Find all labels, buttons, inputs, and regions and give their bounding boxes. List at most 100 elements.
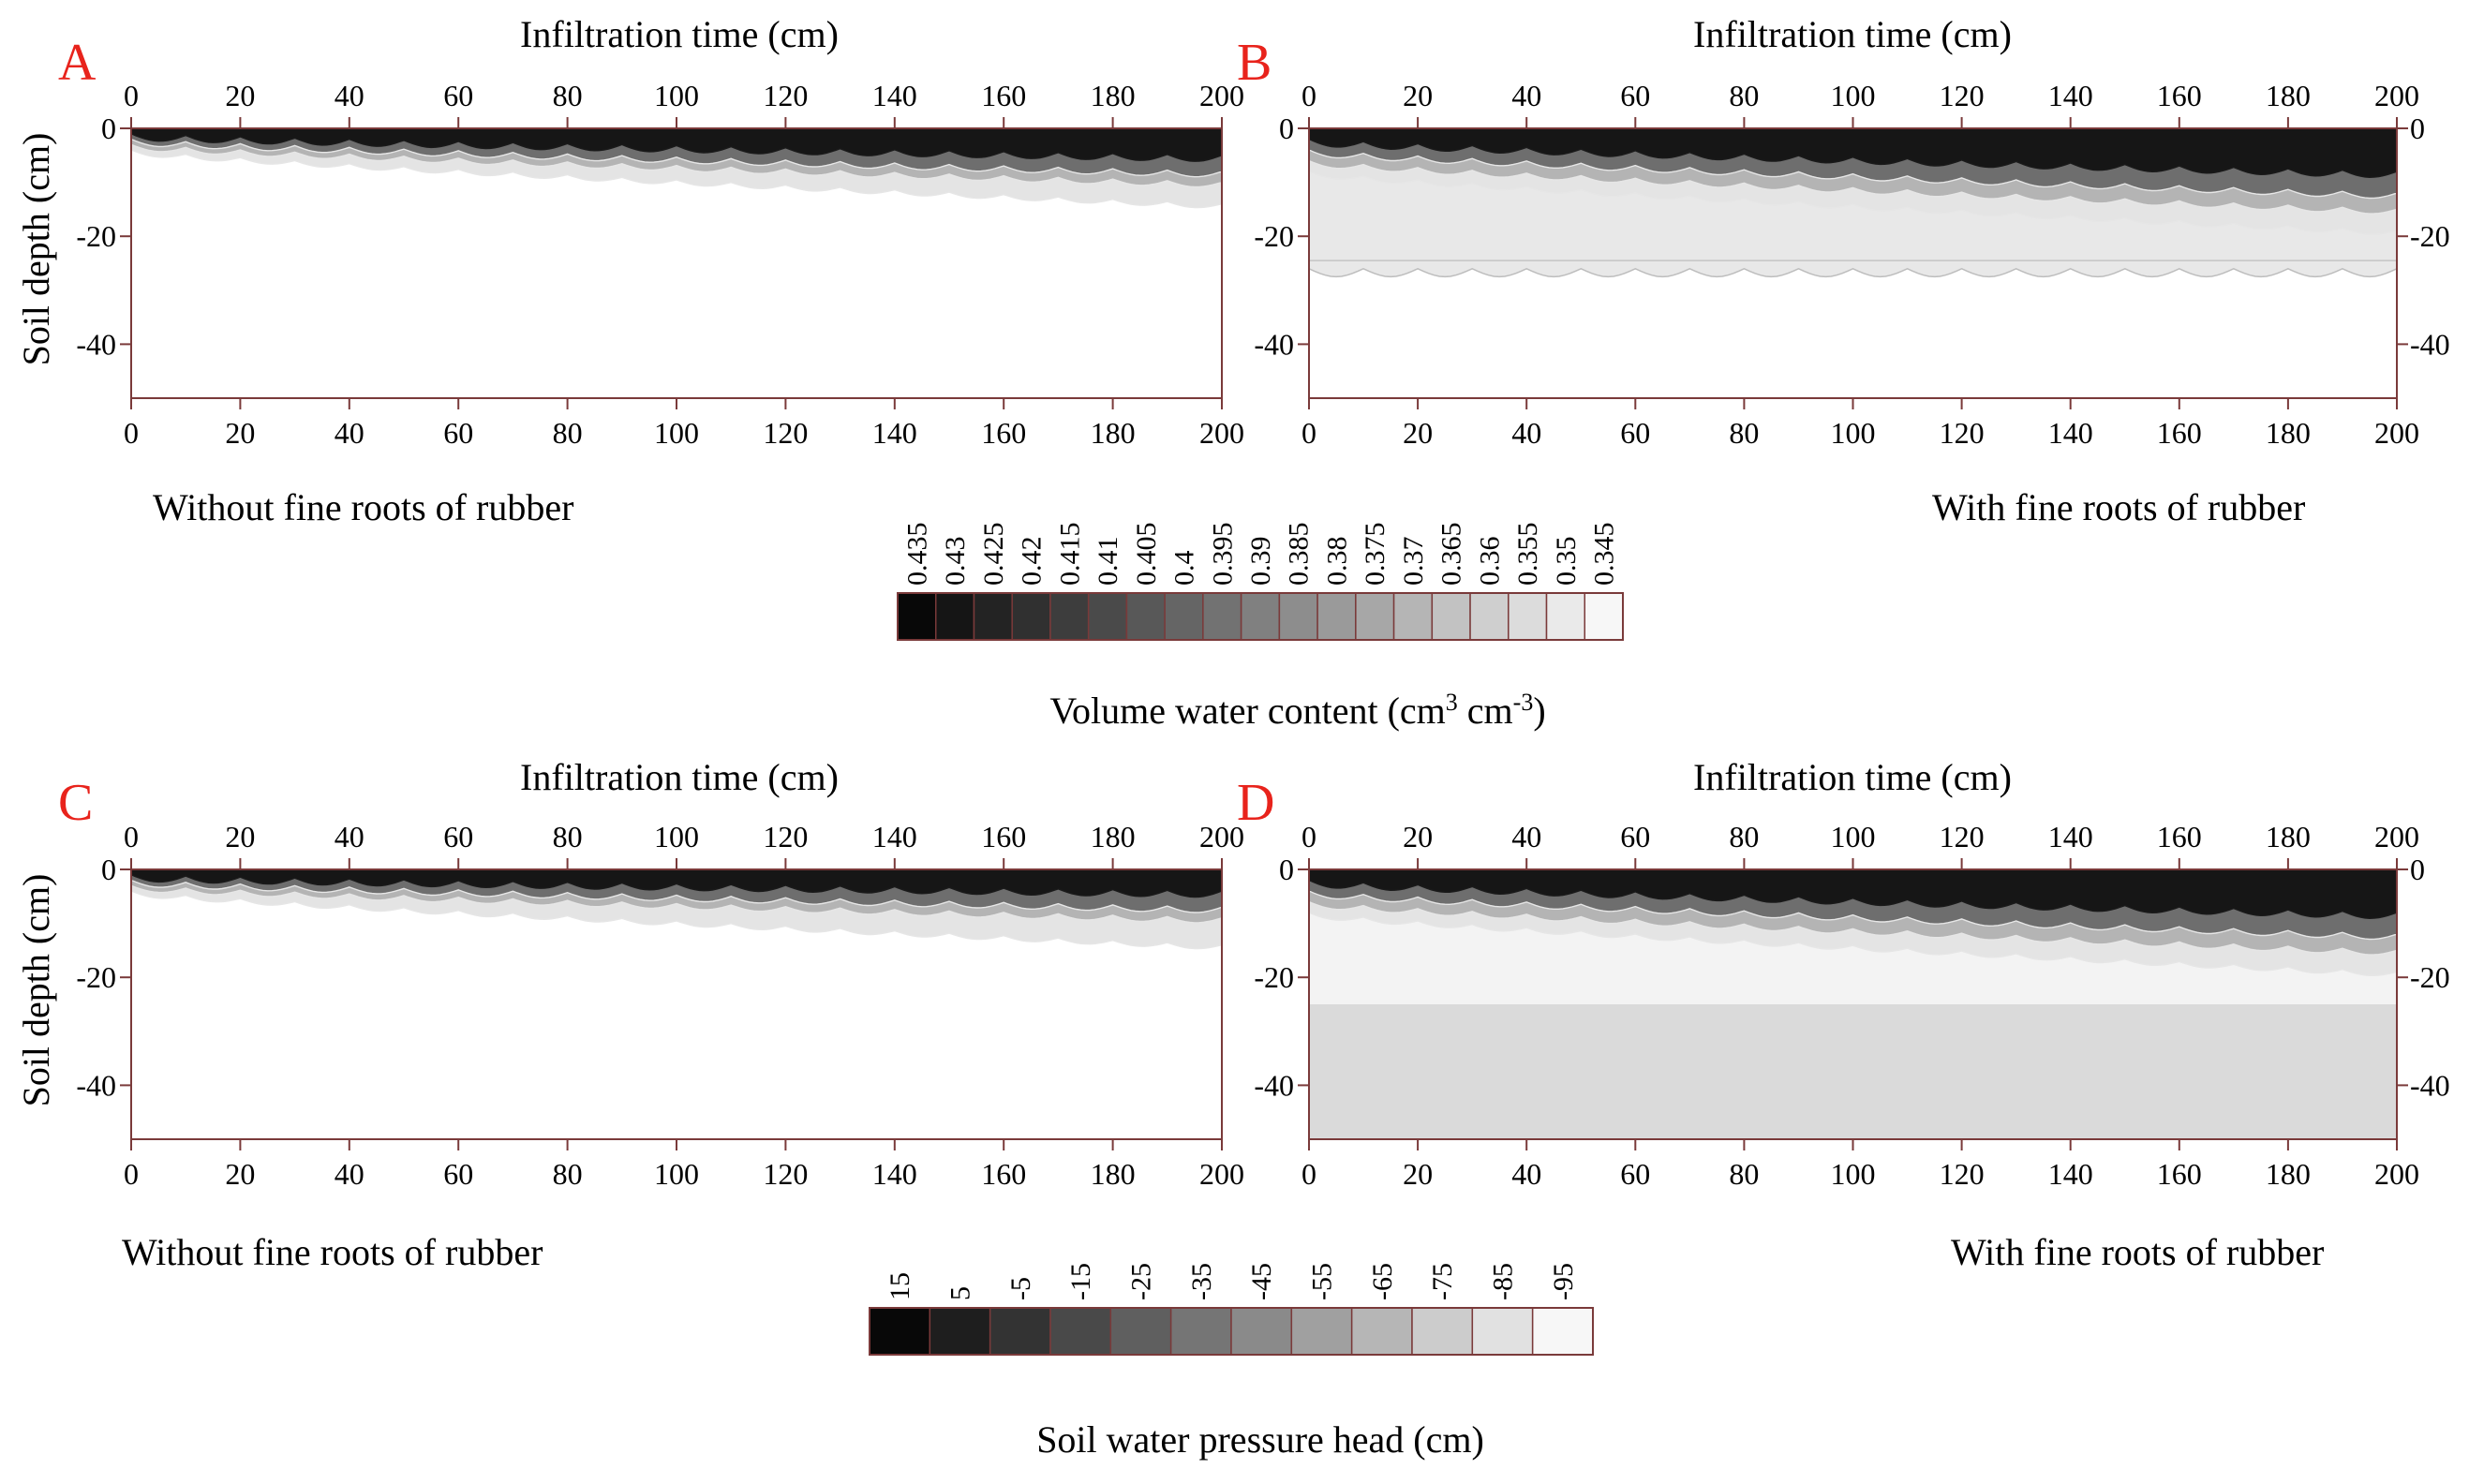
x-tick-label-top: 180 xyxy=(2266,820,2311,853)
x-tick-label-bottom: 120 xyxy=(1940,416,1985,450)
x-tick-label-bottom: 40 xyxy=(1511,1157,1541,1191)
x-tick-label-bottom: 160 xyxy=(2157,416,2202,450)
wetting-front-dark xyxy=(131,128,1222,162)
x-tick-label-bottom: 180 xyxy=(2266,1157,2311,1191)
x-tick-label-bottom: 140 xyxy=(872,1157,917,1191)
x-tick-label-bottom: 40 xyxy=(335,416,364,450)
legend-tick-label: 0.365 xyxy=(1436,523,1467,586)
legend-swatch xyxy=(1469,592,1510,641)
x-tick-label-bottom: 140 xyxy=(2048,416,2093,450)
legend-swatch xyxy=(1290,1307,1353,1356)
x-tick-label-top: 120 xyxy=(1940,820,1985,853)
x-tick-label-top: 100 xyxy=(1831,820,1876,853)
panel-letter: C xyxy=(58,774,93,832)
x-tick-label-top: 40 xyxy=(335,79,364,112)
x-tick-label-top: 120 xyxy=(1940,79,1985,112)
legend-tick-label: 0.42 xyxy=(1017,537,1048,586)
x-tick-label-bottom: 160 xyxy=(981,1157,1026,1191)
legend-swatch xyxy=(1545,592,1586,641)
legend-tick-label: 0.415 xyxy=(1054,523,1085,586)
x-tick-label-bottom: 0 xyxy=(1301,416,1316,450)
legend-tick-label: 0.4 xyxy=(1169,551,1200,586)
legend-title-part: cm xyxy=(1458,690,1513,732)
legend-title-part: Volume water content (cm xyxy=(1049,690,1445,732)
x-tick-label-top: 60 xyxy=(1620,820,1650,853)
x-tick-label-top: 140 xyxy=(872,820,917,853)
legend-tick-label: 0.425 xyxy=(978,523,1009,586)
legend-tick-label: 0.37 xyxy=(1398,537,1429,586)
legend-tick-label: 0.405 xyxy=(1131,523,1162,586)
x-tick-label-bottom: 60 xyxy=(443,416,473,450)
legend-swatch xyxy=(869,1307,931,1356)
x-tick-label-bottom: 100 xyxy=(1831,416,1876,450)
x-tick-label-top: 80 xyxy=(1729,820,1759,853)
legend-swatch xyxy=(1392,592,1434,641)
x-tick-label-top: 120 xyxy=(763,820,808,853)
x-tick-label-bottom: 20 xyxy=(1403,1157,1433,1191)
x-tick-label-bottom: 120 xyxy=(1940,1157,1985,1191)
y-tick-label: -20 xyxy=(76,960,116,994)
legend-soil-water-pressure-head: 15 5 -5 -15 -25 -35 -45 -55 -65 -75 -85 -95 Soil wat… xyxy=(869,1263,1594,1461)
legend-swatch xyxy=(897,592,937,641)
legend-tick-label: -25 xyxy=(1126,1263,1157,1300)
x-tick-label-top: 180 xyxy=(2266,79,2311,112)
legend-tick-label: 0.38 xyxy=(1321,537,1352,586)
legend-swatch xyxy=(1584,592,1624,641)
y-tick-label: -40 xyxy=(1254,1068,1294,1102)
legend-swatch xyxy=(1049,1307,1112,1356)
x-axis-title: Infiltration time (cm) xyxy=(1693,13,2012,55)
wetting-front-dark xyxy=(1309,869,2397,920)
x-tick-label-bottom: 0 xyxy=(124,416,139,450)
x-tick-label-bottom: 80 xyxy=(1729,416,1759,450)
legend-swatch xyxy=(989,1307,1051,1356)
legend-swatch xyxy=(1316,592,1357,641)
legend-title-part: 3 xyxy=(1446,689,1458,716)
legend-swatch xyxy=(1350,1307,1413,1356)
x-tick-label-bottom: 20 xyxy=(225,416,255,450)
y-axis-title: Soil depth (cm) xyxy=(15,874,57,1107)
y-tick-label-right: -40 xyxy=(2410,1068,2450,1102)
y-tick-label: 0 xyxy=(1279,111,1294,145)
legend-swatch xyxy=(1109,1307,1172,1356)
legend-swatch xyxy=(1011,592,1051,641)
legend-swatch xyxy=(1355,592,1395,641)
x-tick-label-top: 100 xyxy=(1831,79,1876,112)
x-axis-title: Infiltration time (cm) xyxy=(1693,756,2012,798)
x-tick-label-bottom: 200 xyxy=(2374,1157,2419,1191)
legend-swatch xyxy=(1125,592,1166,641)
y-tick-label-right: 0 xyxy=(2410,111,2425,145)
legend-tick-label: 15 xyxy=(885,1272,915,1300)
x-tick-label-bottom: 60 xyxy=(1620,1157,1650,1191)
x-tick-label-bottom: 0 xyxy=(124,1157,139,1191)
x-tick-label-bottom: 180 xyxy=(1091,416,1136,450)
x-tick-label-top: 200 xyxy=(1199,79,1244,112)
x-tick-label-top: 140 xyxy=(2048,79,2093,112)
x-tick-label-bottom: 0 xyxy=(1301,1157,1316,1191)
x-tick-label-top: 200 xyxy=(2374,79,2419,112)
x-tick-label-top: 60 xyxy=(1620,79,1650,112)
panel-a: 0020204040606080801001001201201401401601… xyxy=(15,13,1244,528)
x-tick-label-top: 0 xyxy=(1301,820,1316,853)
legend-tick-label: -75 xyxy=(1427,1263,1458,1300)
legend-tick-label: -15 xyxy=(1065,1263,1096,1300)
panel-caption: With fine roots of rubber xyxy=(1932,486,2305,528)
legend-swatch xyxy=(1230,1307,1293,1356)
wetting-front-dark xyxy=(1309,128,2397,179)
legend-title: Volume water content (cm3 cm-3) xyxy=(1049,689,1545,733)
y-tick-label: -20 xyxy=(1254,960,1294,994)
legend-tick-label: -95 xyxy=(1548,1263,1579,1300)
panel-caption: With fine roots of rubber xyxy=(1951,1231,2324,1273)
y-tick-label-right: -20 xyxy=(2410,219,2450,253)
legend-swatch xyxy=(1164,592,1204,641)
x-tick-label-bottom: 80 xyxy=(553,416,583,450)
legend-tick-label: -65 xyxy=(1367,1263,1398,1300)
wetting-front-dark xyxy=(131,869,1222,898)
x-tick-label-bottom: 80 xyxy=(553,1157,583,1191)
x-tick-label-bottom: 100 xyxy=(654,1157,699,1191)
plot-area xyxy=(131,128,1222,398)
legend-tick-label: -35 xyxy=(1186,1263,1217,1300)
y-tick-label: -20 xyxy=(76,219,116,253)
x-tick-label-top: 160 xyxy=(981,820,1026,853)
y-axis-title: Soil depth (cm) xyxy=(15,133,57,366)
